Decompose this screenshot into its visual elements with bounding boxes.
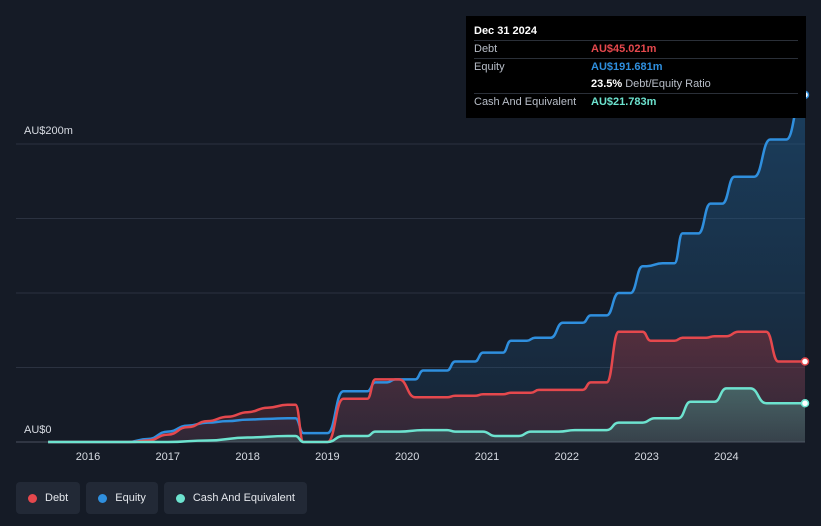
series-areas (48, 94, 806, 443)
tooltip-row-debt: Debt AU$45.021m (474, 40, 798, 58)
tooltip-row-equity: Equity AU$191.681m (474, 58, 798, 76)
tooltip-row-ratio: 23.5% Debt/Equity Ratio (474, 76, 798, 93)
cash-area (48, 388, 806, 442)
x-tick-label: 2019 (315, 451, 340, 463)
tooltip-ratio-value: 23.5% (591, 78, 623, 90)
debt-end-marker (800, 357, 810, 366)
cash-line (48, 387, 805, 444)
x-tick-label: 2021 (474, 451, 500, 463)
tooltip-cash-label: Cash And Equivalent (474, 96, 577, 108)
legend-label-debt: Debt (45, 492, 69, 504)
x-tick-label: 2024 (714, 451, 739, 463)
legend-label-equity: Equity (115, 492, 146, 504)
x-tick-label: 2023 (634, 451, 659, 463)
legend-dot-debt (28, 493, 37, 503)
series-lines (48, 93, 805, 444)
x-tick-label: 2018 (235, 451, 260, 463)
debt-area (48, 331, 806, 442)
legend-item-debt[interactable]: Debt (16, 482, 81, 514)
x-tick-label: 2017 (155, 451, 181, 463)
x-tick-label: 2022 (554, 451, 580, 463)
tooltip-ratio-label: Debt/Equity Ratio (625, 78, 711, 90)
tooltip-equity-label: Equity (474, 61, 505, 73)
data-tooltip: Dec 31 2024 Debt AU$45.021m Equity AU$19… (466, 16, 806, 118)
legend-label-cash: Cash And Equivalent (192, 492, 295, 504)
legend-dot-equity (98, 493, 108, 503)
equity-line (48, 93, 805, 444)
x-tick-label: 2016 (75, 451, 101, 463)
x-tick-label: 2020 (394, 451, 420, 463)
legend-dot-cash (175, 493, 185, 503)
y-axis-bottom-label: AU$0 (24, 424, 52, 436)
legend-item-cash[interactable]: Cash And Equivalent (163, 482, 307, 514)
tooltip-equity-value: AU$191.681m (591, 61, 663, 73)
tooltip-cash-value: AU$21.783m (591, 96, 657, 108)
tooltip-debt-value: AU$45.021m (591, 43, 657, 55)
tooltip-row-cash: Cash And Equivalent AU$21.783m (474, 93, 798, 111)
tooltip-date: Dec 31 2024 (474, 25, 537, 37)
cash-end-marker (800, 399, 810, 408)
legend-item-equity[interactable]: Equity (86, 482, 158, 514)
chart-legend: Debt Equity Cash And Equivalent (16, 482, 307, 514)
y-axis-top-label: AU$200m (24, 125, 73, 137)
tooltip-debt-label: Debt (474, 43, 498, 55)
debt-line (48, 330, 805, 444)
